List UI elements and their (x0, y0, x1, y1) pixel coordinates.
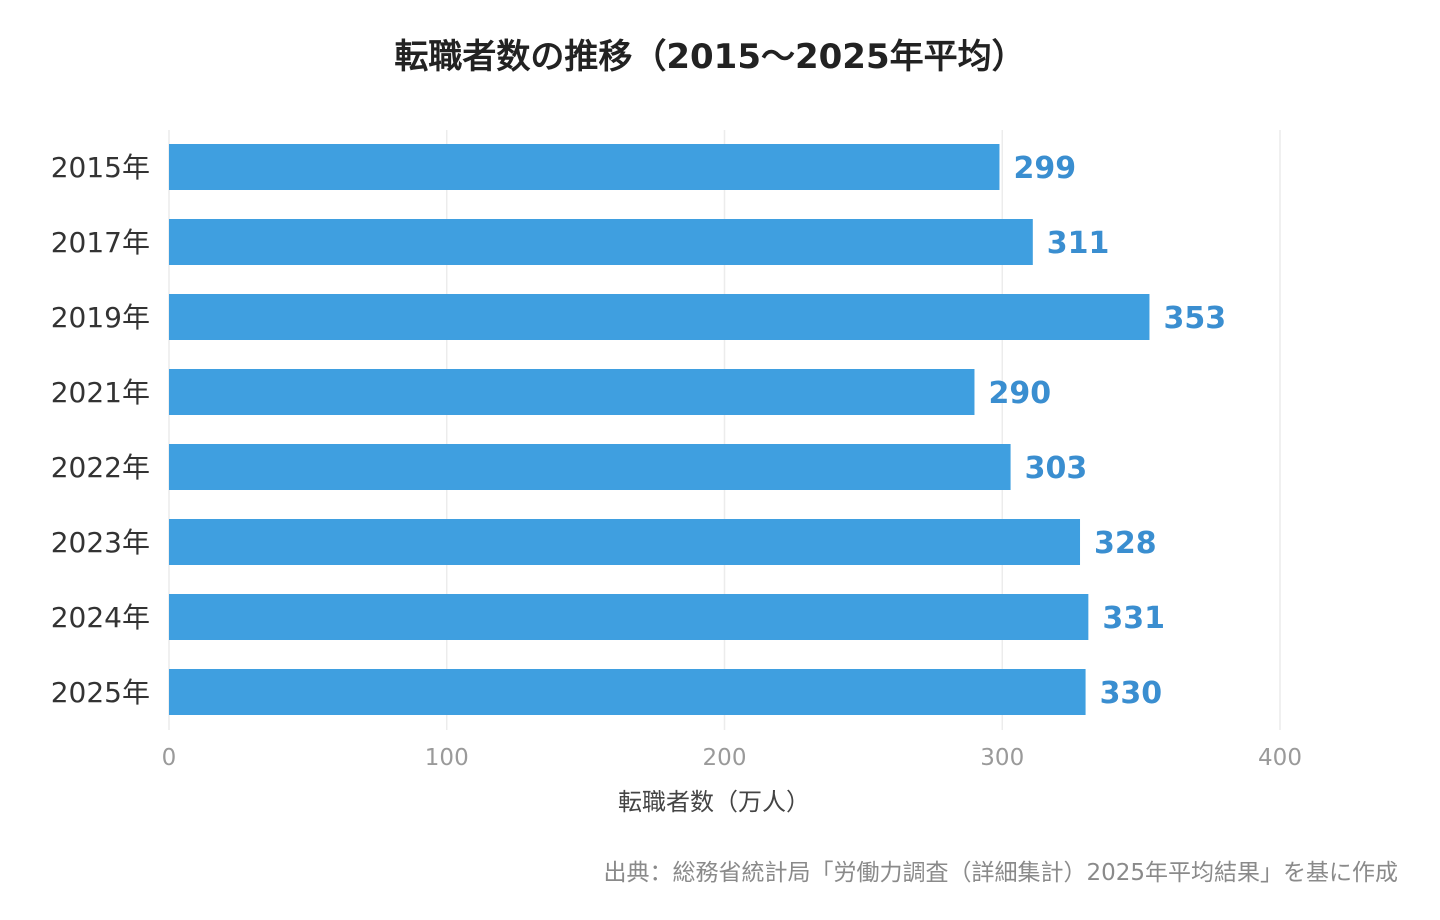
bars (169, 144, 1150, 715)
category-label: 2025年 (51, 676, 150, 709)
value-labels: 299 311 353 290 303 328 331 330 (988, 151, 1226, 711)
bar (169, 594, 1089, 640)
x-tick-label: 0 (162, 745, 177, 771)
bar (169, 519, 1081, 565)
category-label: 2015年 (51, 151, 150, 184)
category-label: 2022年 (51, 451, 150, 484)
x-tick-label: 200 (703, 745, 747, 771)
value-label: 331 (1102, 601, 1165, 636)
bar (169, 294, 1150, 340)
bar (169, 444, 1011, 490)
category-label: 2023年 (51, 526, 150, 559)
bar (169, 369, 975, 415)
value-label: 290 (988, 376, 1051, 411)
value-label: 303 (1025, 451, 1088, 486)
category-label: 2019年 (51, 301, 150, 334)
bar (169, 144, 1000, 190)
x-tick-labels: 0 100 200 300 400 (162, 745, 1302, 771)
category-labels: 2015年 2017年 2019年 2021年 2022年 2023年 2024年 2025年 (51, 151, 150, 709)
category-label: 2017年 (51, 226, 150, 259)
source-note: 出典：総務省統計局「労働力調査（詳細集計）2025年平均結果」を基に作成 (603, 860, 1398, 886)
x-tick-label: 400 (1258, 745, 1302, 771)
x-tick-label: 300 (980, 745, 1024, 771)
value-label: 328 (1094, 526, 1157, 561)
category-label: 2021年 (51, 376, 150, 409)
x-axis-title: 転職者数（万人） (618, 788, 810, 816)
bar (169, 669, 1086, 715)
value-label: 311 (1047, 226, 1110, 261)
category-label: 2024年 (51, 601, 150, 634)
x-tick-label: 100 (425, 745, 469, 771)
value-label: 353 (1163, 301, 1226, 336)
value-label: 330 (1100, 676, 1163, 711)
chart-title: 転職者数の推移（2015〜2025年平均） (394, 37, 1025, 77)
value-label: 299 (1013, 151, 1076, 186)
bar (169, 219, 1033, 265)
